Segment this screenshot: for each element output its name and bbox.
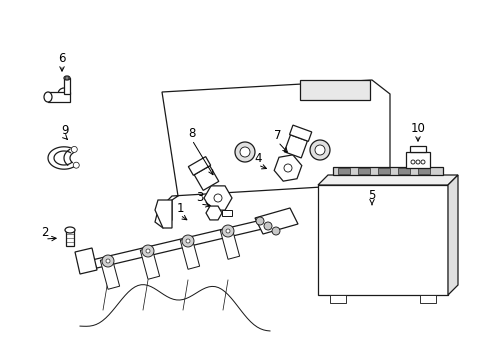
Polygon shape: [397, 168, 409, 174]
Polygon shape: [337, 168, 349, 174]
Text: 3: 3: [196, 190, 203, 203]
Bar: [317, 185, 447, 295]
Polygon shape: [377, 168, 389, 174]
Polygon shape: [357, 168, 369, 174]
Text: 8: 8: [188, 126, 195, 140]
Circle shape: [106, 259, 110, 263]
Polygon shape: [419, 295, 435, 303]
Polygon shape: [203, 186, 231, 210]
Circle shape: [102, 255, 114, 267]
Text: 4: 4: [254, 152, 261, 165]
Polygon shape: [417, 168, 429, 174]
Text: 6: 6: [58, 51, 65, 64]
Ellipse shape: [65, 77, 68, 79]
Polygon shape: [48, 92, 70, 102]
Circle shape: [214, 194, 222, 202]
Circle shape: [415, 160, 419, 164]
Polygon shape: [188, 157, 210, 175]
Polygon shape: [254, 208, 297, 234]
Circle shape: [240, 147, 249, 157]
Polygon shape: [405, 152, 429, 168]
Polygon shape: [66, 230, 74, 246]
Circle shape: [284, 164, 291, 172]
Circle shape: [271, 227, 280, 235]
Ellipse shape: [64, 76, 70, 80]
Polygon shape: [180, 237, 199, 269]
Text: 5: 5: [367, 189, 375, 202]
Circle shape: [146, 249, 150, 253]
Circle shape: [73, 162, 79, 168]
Polygon shape: [332, 167, 442, 175]
Polygon shape: [64, 78, 70, 94]
Circle shape: [222, 225, 234, 237]
Circle shape: [142, 245, 154, 257]
Circle shape: [314, 145, 325, 155]
Circle shape: [71, 147, 77, 152]
Circle shape: [182, 235, 194, 247]
Polygon shape: [75, 248, 97, 274]
Polygon shape: [205, 206, 222, 220]
Circle shape: [309, 140, 329, 160]
Text: 7: 7: [274, 129, 281, 141]
Polygon shape: [155, 80, 389, 228]
Polygon shape: [220, 227, 239, 259]
Text: 10: 10: [410, 122, 425, 135]
Circle shape: [264, 222, 271, 230]
Polygon shape: [289, 125, 311, 141]
Ellipse shape: [65, 227, 75, 233]
Circle shape: [185, 239, 190, 243]
Circle shape: [235, 142, 254, 162]
Circle shape: [256, 217, 264, 225]
Polygon shape: [329, 295, 346, 303]
Polygon shape: [100, 257, 120, 289]
Polygon shape: [409, 146, 425, 152]
Text: 2: 2: [41, 225, 49, 239]
Polygon shape: [447, 175, 457, 295]
Polygon shape: [155, 200, 172, 228]
Polygon shape: [222, 210, 231, 216]
Circle shape: [225, 229, 229, 233]
Polygon shape: [194, 166, 218, 190]
Circle shape: [420, 160, 424, 164]
Polygon shape: [299, 80, 369, 100]
Polygon shape: [317, 175, 457, 185]
Ellipse shape: [44, 92, 52, 102]
Polygon shape: [92, 218, 274, 268]
Text: 1: 1: [176, 202, 183, 215]
Text: 9: 9: [61, 123, 69, 136]
Polygon shape: [140, 247, 159, 279]
Polygon shape: [274, 155, 301, 181]
Circle shape: [410, 160, 414, 164]
Polygon shape: [284, 135, 307, 158]
